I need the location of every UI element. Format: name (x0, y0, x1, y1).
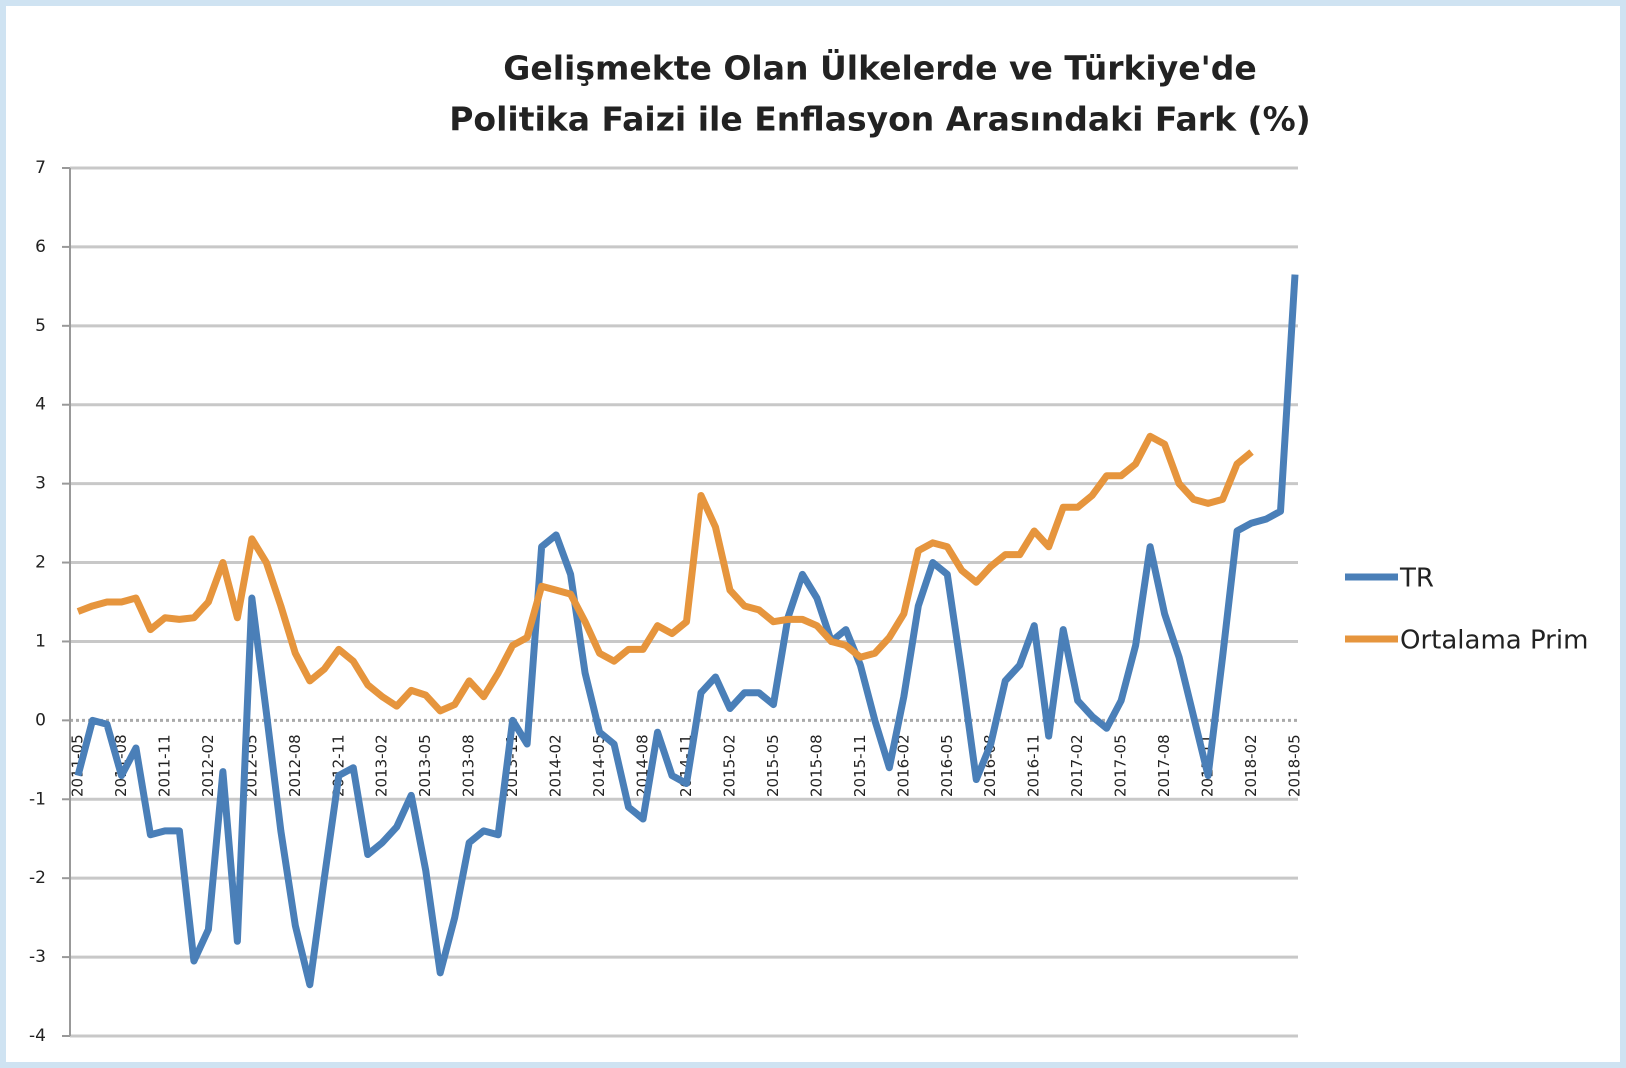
x-tick-label: 2012-08 (286, 734, 304, 797)
x-tick-label: 2011-11 (155, 734, 173, 797)
x-tick-label: 2013-08 (460, 734, 478, 797)
x-tick-label: 2015-08 (807, 734, 825, 797)
y-tick-label: 2 (35, 553, 46, 573)
x-tick-label: 2012-02 (199, 734, 217, 797)
x-tick-label: 2015-02 (720, 734, 738, 797)
x-tick-label: 2016-11 (1025, 734, 1043, 797)
y-tick-label: -3 (29, 947, 46, 967)
x-tick-label: 2015-11 (851, 734, 869, 797)
legend-label: TR (1399, 564, 1434, 594)
x-tick-label: 2014-02 (547, 734, 565, 797)
y-tick-label: -2 (29, 868, 46, 888)
chart-title: Gelişmekte Olan Ülkelerde ve Türkiye'de (503, 48, 1257, 88)
x-tick-label: 2016-02 (894, 734, 912, 797)
chart-title: Politika Faizi ile Enflasyon Arasındaki … (449, 100, 1311, 139)
y-tick-label: 5 (35, 316, 46, 336)
x-tick-label: 2017-02 (1068, 734, 1086, 797)
x-tick-label: 2017-05 (1112, 734, 1130, 797)
x-tick-label: 2013-02 (373, 734, 391, 797)
x-tick-label: 2016-05 (938, 734, 956, 797)
x-tick-label: 2014-05 (590, 734, 608, 797)
legend-label: Ortalama Prim (1400, 626, 1588, 656)
y-tick-label: 6 (35, 237, 46, 257)
y-tick-label: -1 (29, 789, 46, 809)
series-line (74, 274, 1299, 989)
y-tick-label: 7 (35, 158, 46, 178)
y-tick-label: 1 (35, 631, 46, 651)
series-line (76, 432, 1254, 715)
x-tick-label: 2018-05 (1286, 734, 1304, 797)
y-tick-label: 0 (35, 710, 46, 730)
x-tick-label: 2012-11 (329, 734, 347, 797)
x-tick-label: 2015-05 (764, 734, 782, 797)
y-tick-label: -4 (29, 1026, 46, 1046)
x-tick-label: 2013-05 (416, 734, 434, 797)
y-tick-label: 3 (35, 474, 46, 494)
y-tick-label: 4 (35, 395, 46, 415)
x-tick-label: 2018-02 (1242, 734, 1260, 797)
x-tick-label: 2017-08 (1155, 734, 1173, 797)
